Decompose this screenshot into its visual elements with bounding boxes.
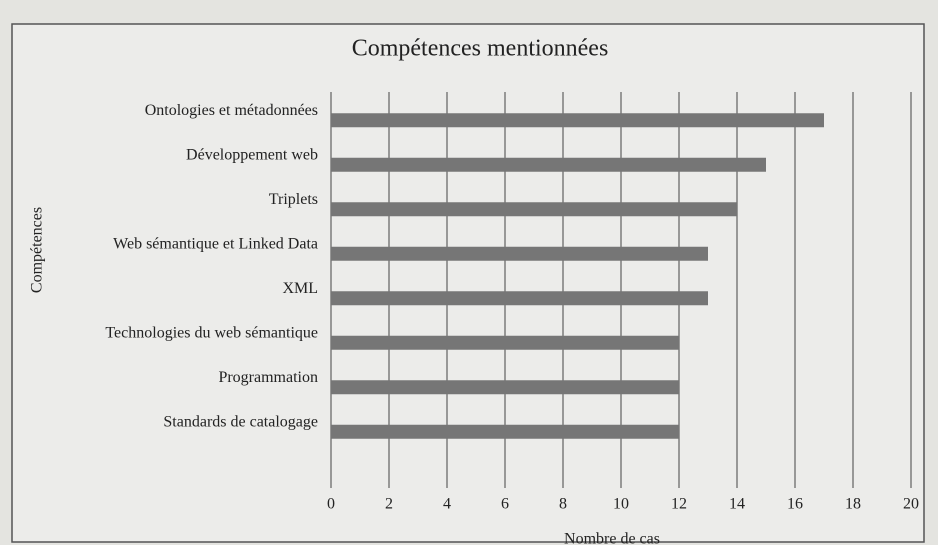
y-tick-label: Développement web — [186, 146, 318, 163]
bar — [331, 113, 824, 128]
y-tick-label: Triplets — [269, 191, 318, 208]
chart-frame — [11, 23, 925, 543]
bar — [331, 291, 708, 306]
x-tick-label: 20 — [903, 496, 919, 513]
bar — [331, 380, 679, 395]
y-tick-label: XML — [282, 280, 318, 297]
x-tick-label: 18 — [845, 496, 861, 513]
y-tick-label: Web sémantique et Linked Data — [113, 235, 318, 252]
bar — [331, 335, 679, 350]
chart-title: Compétences mentionnées — [352, 36, 609, 62]
x-tick-label: 14 — [729, 496, 745, 513]
y-tick-label: Ontologies et métadonnées — [145, 102, 318, 119]
x-tick-label: 4 — [443, 496, 451, 513]
x-axis-label: Nombre de cas — [564, 531, 660, 545]
x-tick-label: 16 — [787, 496, 803, 513]
x-tick-label: 8 — [559, 496, 567, 513]
x-tick-label: 10 — [613, 496, 629, 513]
x-tick-label: 12 — [671, 496, 687, 513]
x-tick-label: 2 — [385, 496, 393, 513]
bar — [331, 246, 708, 261]
bar — [331, 202, 737, 217]
y-tick-label: Standards de catalogage — [163, 413, 318, 430]
y-tick-label: Programmation — [218, 369, 318, 386]
y-axis-label: Compétences — [29, 207, 46, 293]
x-tick-label: 0 — [327, 496, 335, 513]
x-tick-label: 6 — [501, 496, 509, 513]
y-tick-label: Technologies du web sémantique — [105, 324, 318, 341]
bar — [331, 157, 766, 172]
bar — [331, 424, 679, 439]
